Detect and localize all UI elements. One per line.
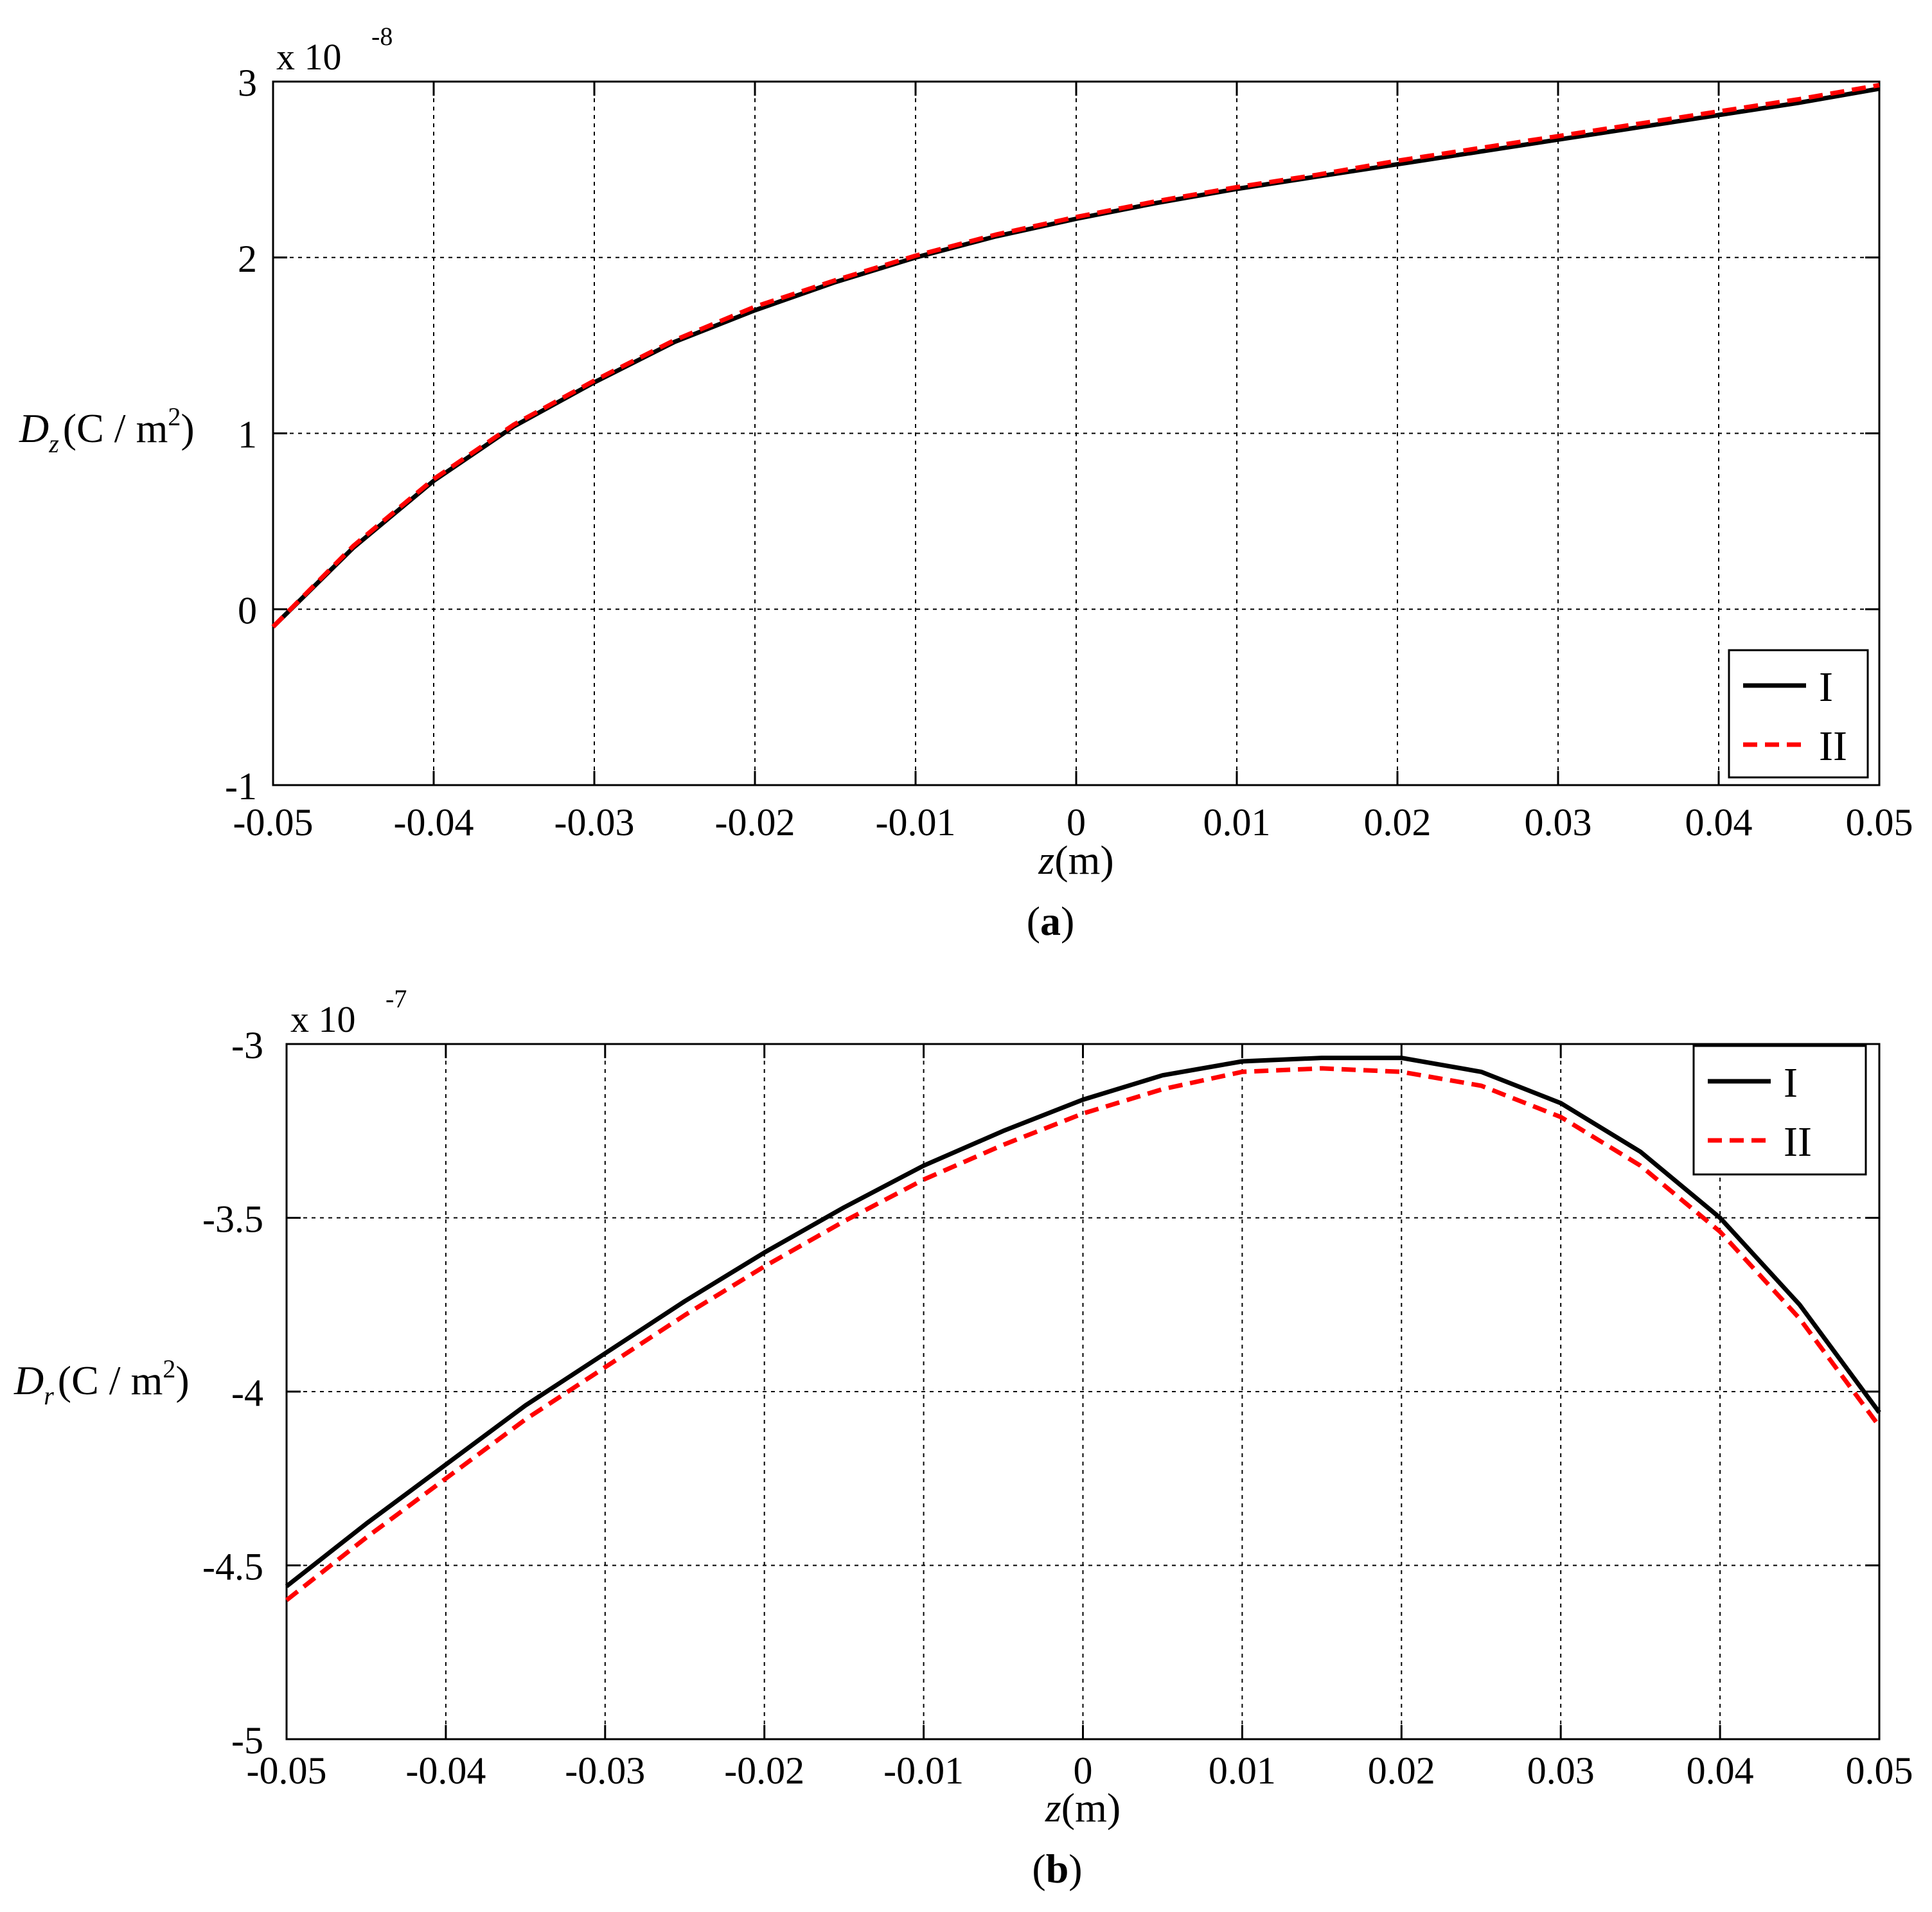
legend-label-II: II <box>1819 723 1847 770</box>
grid <box>273 82 1879 785</box>
x-axis-unit: (m) <box>1054 837 1113 883</box>
panel-label-open: ( <box>1027 898 1040 944</box>
x-tick-label: -0.03 <box>565 1749 645 1792</box>
x-tick-label: 0.04 <box>1687 1749 1754 1792</box>
legend-box <box>1692 1045 1867 1176</box>
x-tick-label: -0.01 <box>883 1749 964 1792</box>
x-tick-label: -0.02 <box>715 801 795 844</box>
legend: III <box>1728 649 1869 779</box>
x-tick-label: 0.05 <box>1846 801 1913 844</box>
x-tick-label: -0.04 <box>405 1749 486 1792</box>
y-axis-unit-close: ) <box>175 1358 189 1403</box>
y-tick-label: -3 <box>231 1024 263 1067</box>
x-tick-label: 0.04 <box>1685 801 1753 844</box>
panel-label-letter: a <box>1040 898 1061 944</box>
x-axis-label: z(m) <box>1045 1785 1121 1830</box>
y-tick-label: -3.5 <box>202 1198 263 1241</box>
panel-label-open: ( <box>1032 1846 1045 1891</box>
y-axis-unit: (C / m <box>63 405 168 451</box>
y-axis-unit-exponent: 2 <box>163 1354 175 1383</box>
x-tick-label: 0.01 <box>1209 1749 1276 1792</box>
legend-label-II: II <box>1784 1119 1812 1165</box>
y-axis-label: Dr(C / m2) <box>13 1354 190 1410</box>
y-tick-label: 3 <box>238 62 257 104</box>
panel-label-letter: b <box>1046 1846 1069 1891</box>
legend-label-I: I <box>1819 664 1833 711</box>
x-tick-label: -0.05 <box>233 801 314 844</box>
y-axis-symbol: D <box>19 405 49 451</box>
axis-multiplier-exponent: -7 <box>386 984 407 1013</box>
chart-panel-a: -0.05 -0.04 -0.03 -0.02 -0.01 0 0.01 0.02 0.03 0.… <box>19 22 1913 944</box>
x-tick-label: -0.05 <box>247 1749 327 1792</box>
y-tick-label: -4 <box>231 1372 263 1414</box>
x-tick-label: 0.02 <box>1368 1749 1435 1792</box>
y-tick-label: -1 <box>225 765 257 808</box>
y-axis-unit-exponent: 2 <box>168 402 181 431</box>
y-axis-symbol: D <box>13 1358 44 1403</box>
y-axis-unit-close: ) <box>181 405 194 451</box>
x-tick-label: 0 <box>1074 1749 1093 1792</box>
y-axis-label: Dz(C / m2) <box>19 402 195 458</box>
series-line-I <box>271 86 1880 629</box>
axis-multiplier: x 10 <box>290 998 356 1040</box>
x-tick-label: 0 <box>1067 801 1086 844</box>
series-line-I <box>285 1056 1881 1588</box>
y-axis-subscript: r <box>44 1381 54 1410</box>
y-tick-label: -5 <box>231 1719 263 1762</box>
x-tick-label: -0.01 <box>876 801 956 844</box>
x-axis-variable: z <box>1038 837 1054 883</box>
x-tick-label: 0.03 <box>1525 801 1592 844</box>
x-axis-label: z(m) <box>1038 837 1113 883</box>
series-line-II <box>271 83 1880 629</box>
legend: III <box>1692 1045 1867 1176</box>
panel-label-close: ) <box>1068 1846 1082 1891</box>
x-tick-label: 0.05 <box>1846 1749 1913 1792</box>
panel-label-close: ) <box>1061 898 1074 944</box>
y-tick-label: -4.5 <box>202 1546 263 1588</box>
x-tick-label: 0.02 <box>1364 801 1431 844</box>
chart-panel-b: -0.05 -0.04 -0.03 -0.02 -0.01 0 0.01 0.02 0.03 0.… <box>13 984 1913 1891</box>
y-axis-subscript: z <box>48 429 59 458</box>
panel-label: (a) <box>1027 898 1075 944</box>
legend-label-I: I <box>1784 1059 1798 1106</box>
grid <box>287 1044 1879 1739</box>
y-tick-label: 1 <box>238 414 257 456</box>
axis-multiplier-exponent: -8 <box>371 22 393 51</box>
x-tick-label: 0.01 <box>1203 801 1271 844</box>
x-tick-label: -0.03 <box>554 801 635 844</box>
axis-multiplier: x 10 <box>276 36 342 78</box>
legend-box <box>1728 649 1869 779</box>
x-axis-unit: (m) <box>1061 1785 1121 1830</box>
panel-label: (b) <box>1032 1846 1082 1891</box>
series-line-II <box>285 1066 1881 1602</box>
y-tick-label: 0 <box>238 589 257 632</box>
x-tick-label: 0.03 <box>1527 1749 1595 1792</box>
x-tick-label: -0.04 <box>394 801 474 844</box>
y-tick-label: 2 <box>238 238 257 280</box>
x-axis-variable: z <box>1045 1785 1061 1830</box>
x-tick-label: -0.02 <box>724 1749 804 1792</box>
y-axis-unit: (C / m <box>58 1358 163 1403</box>
